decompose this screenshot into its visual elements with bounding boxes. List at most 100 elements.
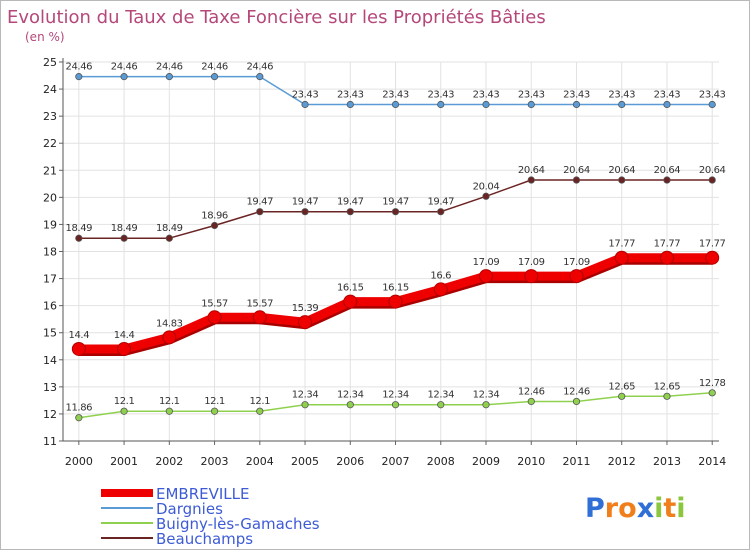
data-label: 17.77: [608, 239, 635, 250]
legend-label-Dargnies: Dargnies: [156, 500, 223, 518]
data-label: 12.1: [114, 396, 135, 407]
data-label: 19.47: [292, 197, 319, 208]
chart-title: Evolution du Taux de Taxe Foncière sur l…: [7, 7, 546, 28]
data-point: [705, 250, 720, 265]
x-tick-label: 2005: [291, 455, 319, 468]
data-label: 17.77: [654, 239, 681, 250]
data-point: [75, 234, 83, 242]
legend-label-EMBREVILLE: EMBREVILLE: [156, 485, 250, 503]
data-label: 24.46: [201, 62, 228, 73]
data-label: 24.46: [156, 62, 183, 73]
data-label: 23.43: [518, 90, 545, 101]
data-label: 23.43: [382, 90, 409, 101]
data-label: 24.46: [66, 62, 93, 73]
data-point: [437, 208, 445, 216]
data-label: 20.64: [654, 165, 681, 176]
y-tick-label: 19: [43, 218, 57, 231]
y-tick-label: 23: [43, 110, 57, 123]
data-point: [437, 100, 445, 109]
data-point: [527, 397, 535, 406]
data-point: [165, 73, 173, 81]
data-label: 12.34: [337, 390, 364, 401]
data-point: [572, 397, 581, 406]
data-point: [346, 401, 354, 409]
data-label: 20.64: [518, 165, 545, 176]
data-point: [527, 100, 535, 109]
data-label: 20.64: [563, 165, 590, 176]
data-label: 23.43: [292, 90, 319, 101]
data-label: 23.43: [473, 90, 500, 101]
data-label: 19.47: [382, 197, 409, 208]
logo-letter: t: [663, 493, 676, 524]
data-point: [663, 392, 671, 400]
data-point: [482, 100, 490, 109]
data-point: [482, 192, 490, 200]
data-label: 19.47: [337, 197, 364, 208]
data-label: 20.64: [608, 165, 635, 176]
data-point: [391, 100, 400, 109]
data-point: [252, 310, 267, 325]
data-label: 15.39: [292, 303, 319, 314]
y-tick-label: 18: [43, 246, 57, 259]
data-label: 12.65: [654, 381, 681, 392]
data-label: 12.1: [159, 396, 180, 407]
proxiti-logo: Proxiti: [585, 493, 686, 524]
data-point: [256, 407, 264, 415]
data-point: [527, 176, 535, 184]
data-point: [71, 341, 86, 356]
data-label: 24.46: [246, 62, 273, 73]
data-label: 17.09: [518, 257, 545, 268]
data-label: 16.15: [337, 283, 364, 294]
x-tick-label: 2007: [382, 455, 410, 468]
data-label: 19.47: [427, 197, 454, 208]
data-point: [75, 414, 83, 422]
legend: EMBREVILLEDargniesBuigny-lès-GamachesBea…: [101, 485, 320, 548]
data-point: [301, 401, 309, 409]
data-label: 17.09: [563, 257, 590, 268]
data-label: 15.57: [201, 298, 228, 309]
series-Dargnies: 24.46 24.46 24.46 24.46 24.46 23.43 23.43 23.43…: [66, 62, 726, 109]
data-label: 12.46: [563, 386, 590, 397]
axes: 11 12 13 14 15 16 17 18 19 20 21 22 23 24 25 2000 2001 20…: [43, 56, 726, 468]
y-tick-label: 13: [43, 381, 57, 394]
logo-letter: i: [676, 493, 685, 524]
data-point: [433, 282, 448, 297]
data-label: 14.4: [68, 330, 89, 341]
x-tick-label: 2000: [65, 455, 93, 468]
data-label: 12.34: [427, 390, 454, 401]
data-point: [343, 294, 358, 309]
data-label: 11.86: [66, 403, 93, 414]
data-point: [618, 392, 626, 400]
data-point: [298, 315, 313, 330]
data-label: 16.15: [382, 283, 409, 294]
data-point: [663, 176, 671, 184]
data-point: [708, 389, 716, 397]
data-label: 12.34: [292, 390, 319, 401]
data-point: [708, 176, 716, 184]
series-EMBREVILLE: 14.4 14.4 14.83 15.57 15.57 15.39 16.15 16.15 16…: [68, 239, 726, 356]
series-layer: 24.46 24.46 24.46 24.46 24.46 23.43 23.43 23.43…: [66, 62, 726, 422]
data-label: 18.96: [201, 211, 228, 222]
x-tick-label: 2012: [608, 455, 636, 468]
series-Buigny-lès-Gamaches: 11.86 12.1 12.1 12.1 12.1 12.34 12.34 12.34 12.3…: [66, 378, 726, 422]
data-point: [165, 407, 173, 415]
x-tick-label: 2014: [698, 455, 726, 468]
data-label: 18.49: [156, 223, 183, 234]
y-tick-label: 25: [43, 56, 57, 69]
data-label: 19.47: [246, 197, 273, 208]
x-tick-label: 2002: [155, 455, 183, 468]
data-point: [572, 100, 581, 109]
x-tick-label: 2006: [336, 455, 364, 468]
x-tick-label: 2003: [201, 455, 229, 468]
data-point: [569, 269, 584, 284]
data-point: [479, 269, 494, 284]
x-tick-label: 2010: [517, 455, 545, 468]
data-label: 23.43: [699, 90, 726, 101]
data-point: [388, 294, 403, 309]
data-label: 16.6: [430, 270, 451, 281]
y-tick-label: 16: [43, 300, 57, 313]
data-point: [210, 407, 219, 415]
data-point: [663, 100, 671, 109]
data-point: [572, 176, 581, 184]
data-point: [165, 234, 173, 242]
